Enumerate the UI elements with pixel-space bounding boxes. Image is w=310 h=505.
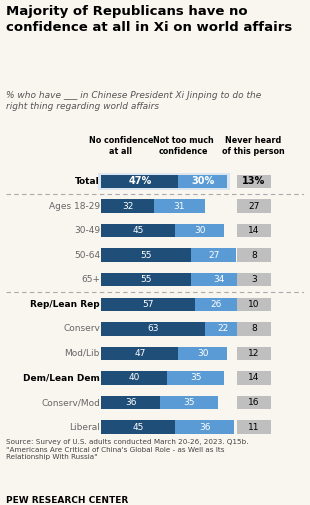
Bar	[101, 199, 154, 213]
Bar	[167, 371, 224, 385]
Bar	[101, 175, 178, 188]
Bar	[101, 224, 175, 237]
Bar	[237, 224, 271, 237]
Bar	[175, 420, 234, 434]
Text: Source: Survey of U.S. adults conducted March 20-26, 2023. Q15b.
"Americans Are : Source: Survey of U.S. adults conducted …	[6, 439, 249, 461]
Text: 65+: 65+	[81, 275, 100, 284]
Bar	[237, 175, 271, 188]
Text: 34: 34	[214, 275, 225, 284]
Bar	[101, 346, 178, 360]
Text: 16: 16	[248, 398, 260, 407]
Bar	[192, 248, 236, 262]
Text: 8: 8	[251, 324, 257, 333]
Text: Mod/Lib: Mod/Lib	[64, 349, 100, 358]
Text: Conserv: Conserv	[63, 324, 100, 333]
Bar	[101, 322, 205, 336]
Text: 30: 30	[194, 226, 206, 235]
Text: 45: 45	[133, 423, 144, 432]
Bar	[101, 420, 175, 434]
Bar	[154, 199, 205, 213]
Text: 35: 35	[190, 373, 201, 382]
Bar	[101, 248, 192, 262]
Text: 30: 30	[197, 349, 209, 358]
Text: 10: 10	[248, 300, 260, 309]
Bar	[195, 297, 237, 311]
Text: 22: 22	[217, 324, 228, 333]
Text: 45: 45	[133, 226, 144, 235]
Text: 47: 47	[134, 349, 146, 358]
Text: 27: 27	[208, 250, 219, 260]
Bar	[99, 173, 230, 189]
Bar	[101, 297, 195, 311]
Text: 12: 12	[248, 349, 260, 358]
Text: Liberal: Liberal	[69, 423, 100, 432]
Text: % who have ___ in Chinese President Xi Jinping to do the
right thing regarding w: % who have ___ in Chinese President Xi J…	[6, 91, 261, 111]
Text: 50-64: 50-64	[74, 250, 100, 260]
Text: 32: 32	[122, 201, 133, 211]
Text: 26: 26	[210, 300, 222, 309]
Text: Majority of Republicans have no
confidence at all in Xi on world affairs: Majority of Republicans have no confiden…	[6, 5, 292, 34]
Text: 11: 11	[248, 423, 260, 432]
Bar	[237, 273, 271, 286]
Bar	[237, 396, 271, 409]
Bar	[237, 322, 271, 336]
Text: 3: 3	[251, 275, 257, 284]
Text: 31: 31	[173, 201, 185, 211]
Text: 57: 57	[142, 300, 154, 309]
Text: 30-49: 30-49	[74, 226, 100, 235]
Text: No confidence
at all: No confidence at all	[89, 136, 153, 156]
Text: 36: 36	[125, 398, 137, 407]
Bar	[237, 346, 271, 360]
Bar	[101, 371, 167, 385]
Text: Rep/Lean Rep: Rep/Lean Rep	[30, 300, 100, 309]
Bar	[237, 371, 271, 385]
Text: 55: 55	[141, 275, 152, 284]
Bar	[175, 224, 224, 237]
Text: 63: 63	[147, 324, 159, 333]
Text: 8: 8	[251, 250, 257, 260]
Bar	[237, 420, 271, 434]
Text: 14: 14	[248, 226, 260, 235]
Text: PEW RESEARCH CENTER: PEW RESEARCH CENTER	[6, 496, 128, 505]
Bar	[178, 346, 228, 360]
Text: 35: 35	[183, 398, 195, 407]
Text: 47%: 47%	[128, 176, 152, 186]
Bar	[178, 175, 228, 188]
Bar	[192, 273, 247, 286]
Bar	[101, 396, 160, 409]
Bar	[237, 199, 271, 213]
Text: Conserv/Mod: Conserv/Mod	[41, 398, 100, 407]
Text: 36: 36	[199, 423, 210, 432]
Bar	[101, 273, 192, 286]
Text: 14: 14	[248, 373, 260, 382]
Text: 27: 27	[248, 201, 260, 211]
Bar	[237, 297, 271, 311]
Text: Total: Total	[75, 177, 100, 186]
Bar	[205, 322, 241, 336]
Text: Ages 18-29: Ages 18-29	[49, 201, 100, 211]
Bar	[237, 248, 271, 262]
Text: Never heard
of this person: Never heard of this person	[222, 136, 285, 156]
Bar	[160, 396, 218, 409]
Text: 55: 55	[141, 250, 152, 260]
Text: 40: 40	[128, 373, 140, 382]
Text: 13%: 13%	[242, 176, 266, 186]
Text: 30%: 30%	[191, 176, 215, 186]
Text: Not too much
confidence: Not too much confidence	[153, 136, 214, 156]
Text: Dem/Lean Dem: Dem/Lean Dem	[23, 373, 100, 382]
